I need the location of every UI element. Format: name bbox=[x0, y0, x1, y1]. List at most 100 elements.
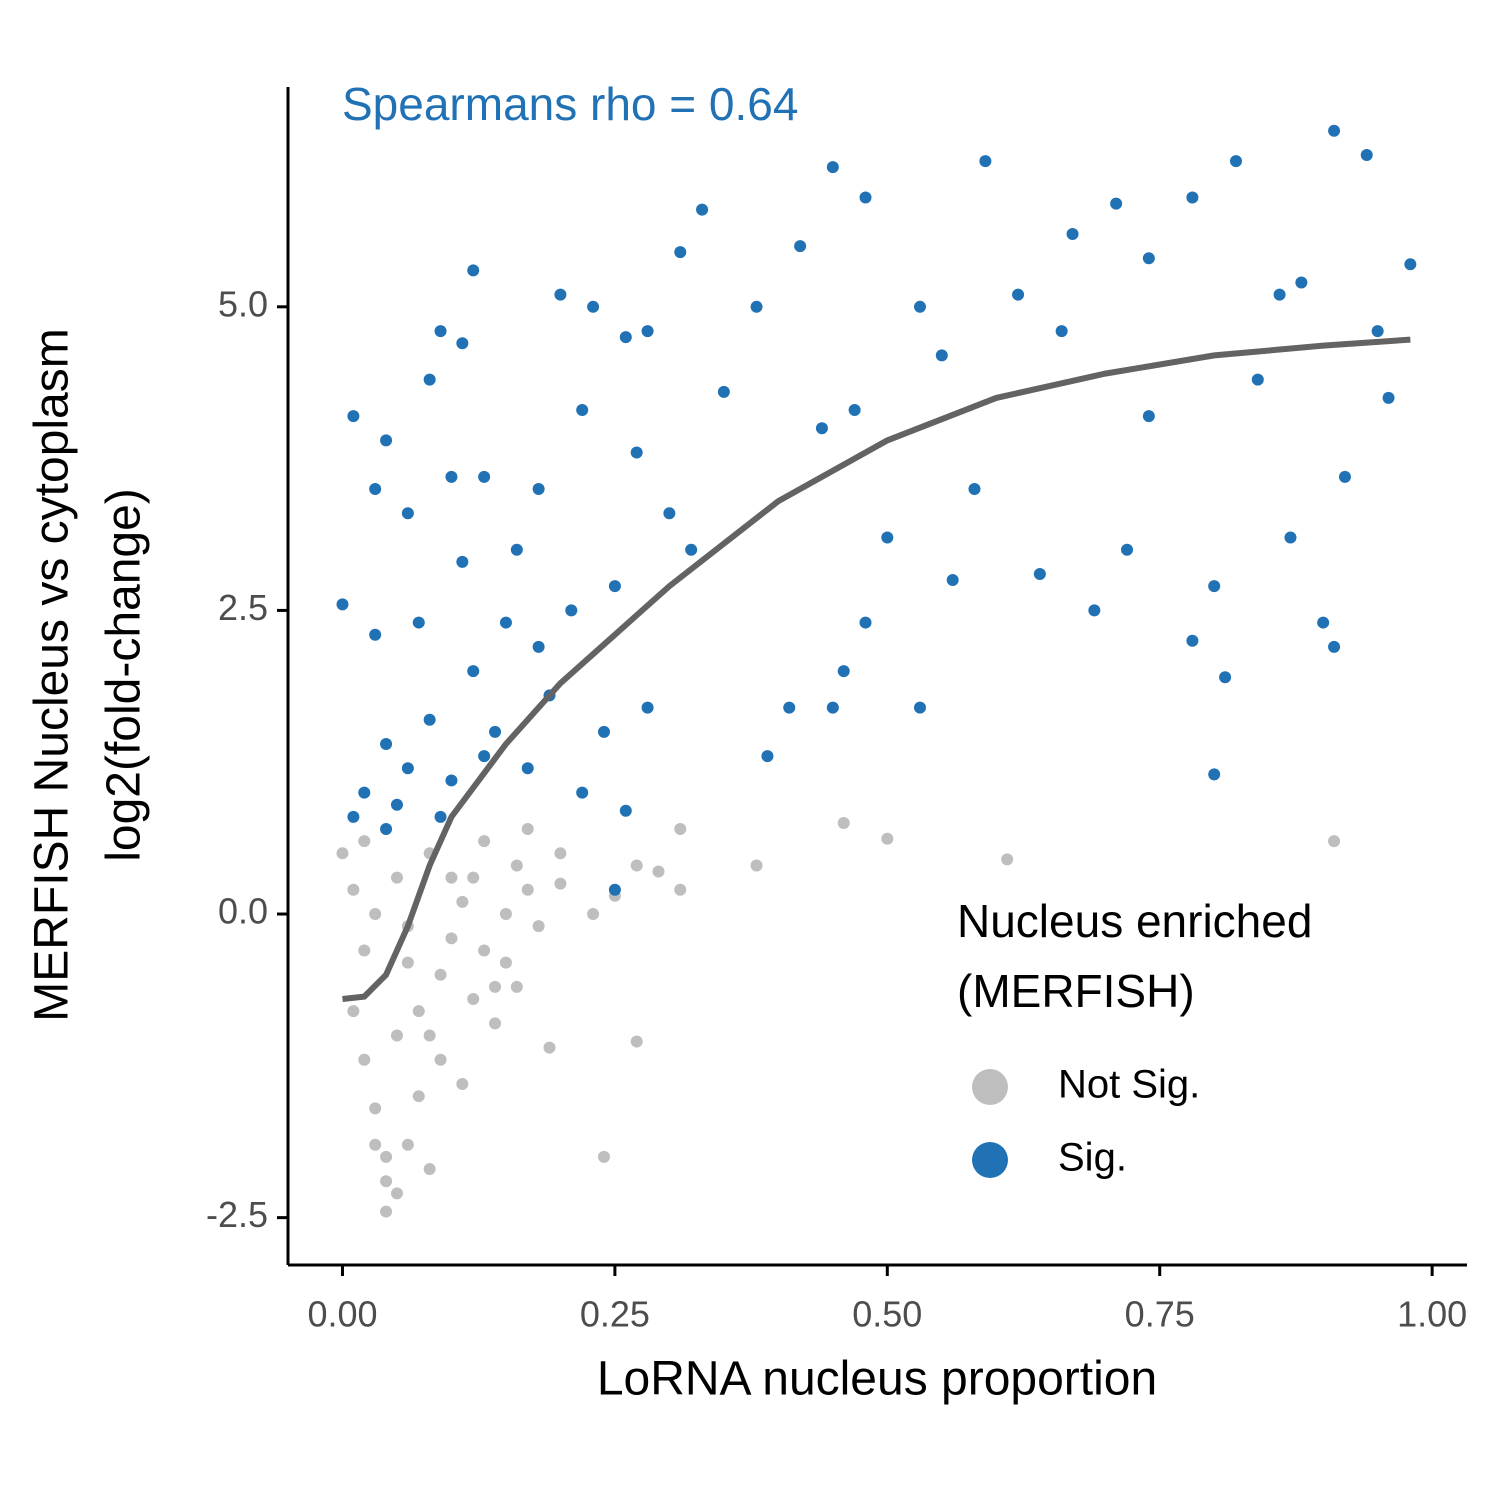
point bbox=[576, 786, 589, 799]
annotation: Spearmans rho = 0.64 bbox=[342, 78, 798, 130]
point bbox=[1229, 155, 1242, 168]
point bbox=[423, 1163, 436, 1176]
point bbox=[1033, 567, 1046, 580]
y-axis-label: log2(fold-change) bbox=[98, 488, 151, 862]
point bbox=[434, 325, 447, 338]
point bbox=[390, 1029, 403, 1042]
point bbox=[1208, 580, 1221, 593]
point bbox=[554, 847, 567, 860]
point bbox=[859, 191, 872, 204]
point bbox=[881, 832, 894, 845]
point bbox=[369, 908, 382, 921]
x-axis-label: LoRNA nucleus proportion bbox=[597, 1353, 1157, 1406]
point bbox=[445, 470, 458, 483]
point bbox=[412, 1005, 425, 1018]
point bbox=[445, 871, 458, 884]
x-tick-label: 0.00 bbox=[307, 1294, 377, 1335]
point bbox=[946, 574, 959, 587]
point bbox=[1404, 258, 1417, 271]
point bbox=[848, 404, 861, 417]
point bbox=[1110, 197, 1123, 210]
point bbox=[979, 155, 992, 168]
point bbox=[390, 871, 403, 884]
point bbox=[619, 331, 632, 344]
point bbox=[401, 956, 414, 969]
point bbox=[380, 823, 393, 836]
point bbox=[783, 701, 796, 714]
point bbox=[1121, 543, 1134, 556]
point bbox=[761, 750, 774, 763]
point bbox=[478, 944, 491, 957]
point bbox=[1142, 252, 1155, 265]
x-tick-label: 0.25 bbox=[580, 1294, 650, 1335]
x-tick-label: 0.75 bbox=[1125, 1294, 1195, 1335]
point bbox=[1317, 616, 1330, 629]
point bbox=[587, 908, 600, 921]
point bbox=[652, 865, 665, 878]
point bbox=[1186, 634, 1199, 647]
x-tick-label: 1.00 bbox=[1397, 1294, 1467, 1335]
point bbox=[532, 482, 545, 495]
point bbox=[608, 883, 621, 896]
point bbox=[826, 701, 839, 714]
point bbox=[467, 665, 480, 678]
point bbox=[510, 543, 523, 556]
point bbox=[1338, 470, 1351, 483]
point bbox=[826, 161, 839, 174]
point bbox=[881, 531, 894, 544]
point bbox=[358, 1053, 371, 1066]
legend-title: Nucleus enriched bbox=[957, 895, 1312, 947]
point bbox=[401, 762, 414, 775]
point bbox=[1371, 325, 1384, 338]
point bbox=[1251, 373, 1264, 386]
point bbox=[510, 859, 523, 872]
point bbox=[1273, 288, 1286, 301]
point bbox=[1055, 325, 1068, 338]
legend-title: (MERFISH) bbox=[957, 965, 1195, 1017]
point bbox=[521, 823, 534, 836]
y-axis-label: MERFISH Nucleus vs cytoplasm bbox=[26, 328, 79, 1022]
point bbox=[532, 920, 545, 933]
point bbox=[369, 628, 382, 641]
point bbox=[1328, 835, 1341, 848]
point bbox=[499, 616, 512, 629]
point bbox=[369, 1102, 382, 1115]
point bbox=[336, 847, 349, 860]
point bbox=[1066, 227, 1079, 240]
point bbox=[347, 810, 360, 823]
legend-swatch bbox=[972, 1069, 1008, 1105]
point bbox=[630, 1035, 643, 1048]
point bbox=[968, 482, 981, 495]
point bbox=[837, 665, 850, 678]
point bbox=[478, 470, 491, 483]
point bbox=[630, 859, 643, 872]
point bbox=[1360, 149, 1373, 162]
point bbox=[499, 908, 512, 921]
point bbox=[554, 877, 567, 890]
point bbox=[913, 300, 926, 313]
legend-label: Not Sig. bbox=[1058, 1063, 1200, 1107]
point bbox=[619, 804, 632, 817]
point bbox=[489, 725, 502, 738]
point bbox=[434, 810, 447, 823]
point bbox=[510, 980, 523, 993]
point bbox=[1295, 276, 1308, 289]
point bbox=[412, 616, 425, 629]
point bbox=[663, 507, 676, 520]
point bbox=[380, 1205, 393, 1218]
point bbox=[859, 616, 872, 629]
point bbox=[674, 246, 687, 259]
point bbox=[1088, 604, 1101, 617]
point bbox=[674, 823, 687, 836]
point bbox=[423, 713, 436, 726]
point bbox=[423, 373, 436, 386]
point bbox=[347, 1005, 360, 1018]
point bbox=[380, 434, 393, 447]
legend-swatch bbox=[972, 1142, 1008, 1178]
point bbox=[423, 1029, 436, 1042]
point bbox=[554, 288, 567, 301]
point bbox=[837, 816, 850, 829]
point bbox=[913, 701, 926, 714]
